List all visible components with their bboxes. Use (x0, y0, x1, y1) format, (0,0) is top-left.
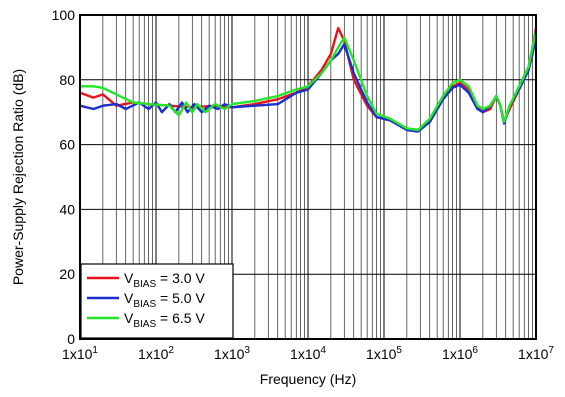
y-axis-label: Power-Supply Rejection Ratio (dB) (10, 69, 26, 285)
y-tick-label: 60 (59, 137, 75, 153)
plot-frame (79, 14, 537, 340)
legend-label: VBIAS = 3.0 V (124, 270, 205, 290)
y-tick-label: 0 (67, 331, 75, 347)
x-tick-label: 1x106 (442, 345, 478, 362)
x-tick-label: 1x107 (518, 345, 554, 362)
x-tick-label: 1x102 (138, 345, 174, 362)
x-tick-labels: 1x101 1x102 1x103 1x104 1x105 1x106 1x107 (62, 345, 554, 362)
series-line (80, 30, 538, 132)
x-axis-label: Frequency (Hz) (260, 371, 356, 387)
legend-box (80, 263, 234, 339)
x-tick-label: 1x101 (62, 345, 98, 362)
series-layer (79, 26, 538, 133)
y-tick-label: 80 (59, 72, 75, 88)
x-tick-label: 1x103 (214, 345, 250, 362)
y-tick-labels: 0 20 40 60 80 100 (52, 7, 76, 347)
y-tick-label: 40 (59, 201, 75, 217)
x-tick-label: 1x105 (366, 345, 402, 362)
x-tick-label: 1x104 (290, 345, 326, 362)
legend-label: VBIAS = 5.0 V (124, 290, 205, 310)
y-tick-label: 100 (52, 7, 76, 23)
legend-label: VBIAS = 6.5 V (124, 310, 205, 330)
y-tick-label: 20 (59, 266, 75, 282)
